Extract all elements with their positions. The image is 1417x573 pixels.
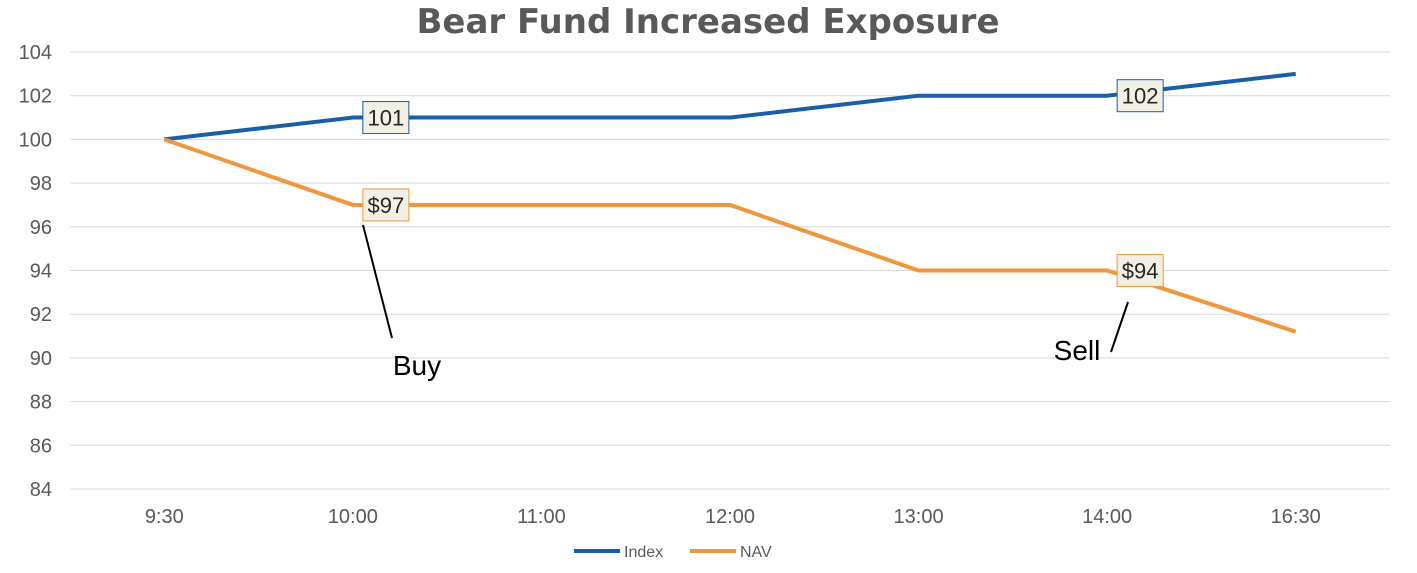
data-label-box — [1116, 79, 1164, 113]
x-tick-label: 10:00 — [328, 506, 378, 528]
y-tick-label: 102 — [19, 86, 52, 108]
y-tick-label: 96 — [30, 217, 52, 239]
data-label-text: 101 — [367, 106, 404, 131]
x-tick-label: 11:00 — [517, 506, 566, 528]
data-label-text: $97 — [367, 193, 404, 218]
series-lines — [163, 71, 1297, 334]
x-axis-ticks: 9:30 10:00 11:00 12:00 13:00 14:00 16:30 — [145, 506, 1321, 528]
legend-label-index: Index — [624, 544, 663, 561]
data-label-box — [362, 188, 410, 222]
annotations: Buy Sell — [362, 224, 1129, 381]
data-label-text: $94 — [1122, 259, 1159, 284]
y-tick-label: 88 — [30, 392, 52, 414]
x-tick-label: 12:00 — [705, 506, 755, 528]
annotation-sell: Sell — [1054, 335, 1101, 366]
data-label: 102 — [1116, 79, 1164, 113]
annotation-leader-line — [362, 224, 393, 339]
gridlines — [70, 51, 1390, 490]
series-line-nav — [163, 137, 1297, 334]
data-label: $94 — [1116, 254, 1164, 287]
data-label: 101 — [362, 101, 410, 135]
annotation-buy: Buy — [393, 350, 441, 381]
chart-title: Bear Fund Increased Exposure — [416, 2, 999, 42]
y-tick-label: 86 — [30, 435, 52, 457]
y-tick-label: 90 — [30, 348, 52, 370]
y-tick-label: 104 — [19, 42, 52, 64]
data-label-text: 102 — [1122, 84, 1159, 109]
y-axis-ticks: 84 86 88 90 92 94 96 98 100 102 104 — [19, 42, 52, 501]
y-tick-label: 94 — [30, 261, 52, 283]
y-tick-label: 98 — [30, 173, 52, 195]
x-tick-label: 14:00 — [1082, 506, 1132, 528]
data-label: $97 — [362, 188, 410, 222]
legend: Index NAV — [574, 544, 772, 561]
y-tick-label: 84 — [30, 479, 52, 501]
legend-label-nav: NAV — [740, 544, 772, 561]
x-tick-label: 9:30 — [145, 506, 184, 528]
data-label-box — [362, 101, 410, 135]
data-labels: 101 102 $97 $94 — [362, 79, 1164, 287]
series-line-index — [164, 71, 1296, 142]
x-tick-label: 13:00 — [894, 506, 944, 528]
y-tick-label: 92 — [30, 304, 52, 326]
data-label-box — [1116, 254, 1164, 287]
y-tick-label: 100 — [19, 129, 52, 151]
annotation-leader-line — [1110, 301, 1129, 353]
x-tick-label: 16:30 — [1271, 506, 1321, 528]
